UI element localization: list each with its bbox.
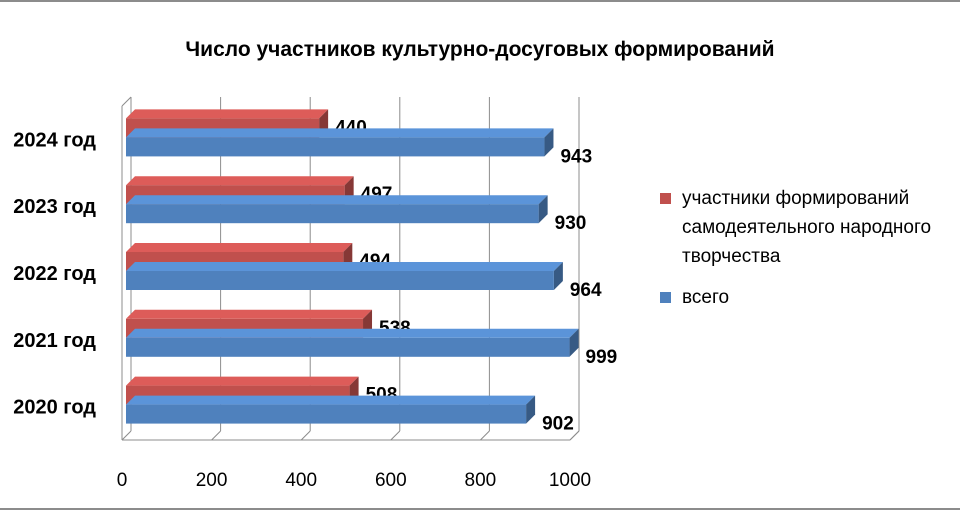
data-label: 902 xyxy=(542,414,574,435)
wall-edge xyxy=(121,96,132,107)
legend-item-participants: участники формирований самодеятельного н… xyxy=(660,184,960,271)
bar-total xyxy=(126,271,554,290)
x-tick-label: 600 xyxy=(375,470,407,491)
bar-top-face xyxy=(126,128,554,138)
floor-gridline xyxy=(390,430,401,441)
bar-total xyxy=(126,137,545,157)
chart-title: Число участников культурно-досуговых фор… xyxy=(185,38,775,61)
data-label: 999 xyxy=(586,347,618,368)
legend-swatch-participants xyxy=(660,193,671,204)
legend-item-total: всего xyxy=(660,283,960,312)
bar-top-face xyxy=(126,309,373,319)
bar-side-face xyxy=(538,195,548,224)
bar-top-face xyxy=(126,195,548,205)
bar-top-face xyxy=(126,109,329,119)
y-category-label: 2022 год xyxy=(13,263,96,285)
x-tick-label: 1000 xyxy=(549,470,591,491)
y-category-label: 2020 год xyxy=(13,397,96,419)
bar-top-face xyxy=(126,262,563,271)
y-category-label: 2024 год xyxy=(13,129,96,151)
y-category-label: 2023 год xyxy=(13,196,96,218)
legend: участники формирований самодеятельного н… xyxy=(660,184,960,324)
data-label: 943 xyxy=(560,146,592,167)
y-category-label: 2021 год xyxy=(13,330,96,352)
data-label: 930 xyxy=(555,213,587,234)
bar-side-face xyxy=(569,328,579,357)
x-tick-label: 200 xyxy=(196,470,228,491)
floor-gridline xyxy=(300,430,311,441)
bar-side-face xyxy=(544,128,554,157)
legend-label-total: всего xyxy=(682,287,730,308)
floor-gridline xyxy=(480,430,490,441)
floor-gridline xyxy=(211,430,221,441)
floor-edge xyxy=(569,430,580,441)
data-label: 964 xyxy=(570,280,602,301)
legend-swatch-total xyxy=(660,292,671,303)
bar-total xyxy=(126,204,539,224)
bar-top-face xyxy=(126,243,353,252)
bar-top-face xyxy=(126,176,354,186)
x-tick-label: 400 xyxy=(285,470,317,491)
floor-gridline xyxy=(121,430,132,441)
legend-label-participants: участники формирований самодеятельного н… xyxy=(682,188,932,267)
bar-top-face xyxy=(126,328,579,338)
x-tick-label: 0 xyxy=(117,470,128,491)
bar-top-face xyxy=(126,395,536,405)
bar-side-face xyxy=(526,395,536,424)
bar-top-face xyxy=(126,376,359,386)
bar-side-face xyxy=(553,262,563,290)
x-tick-label: 800 xyxy=(465,470,497,491)
bar-total xyxy=(126,337,570,357)
bar-total xyxy=(126,404,527,424)
